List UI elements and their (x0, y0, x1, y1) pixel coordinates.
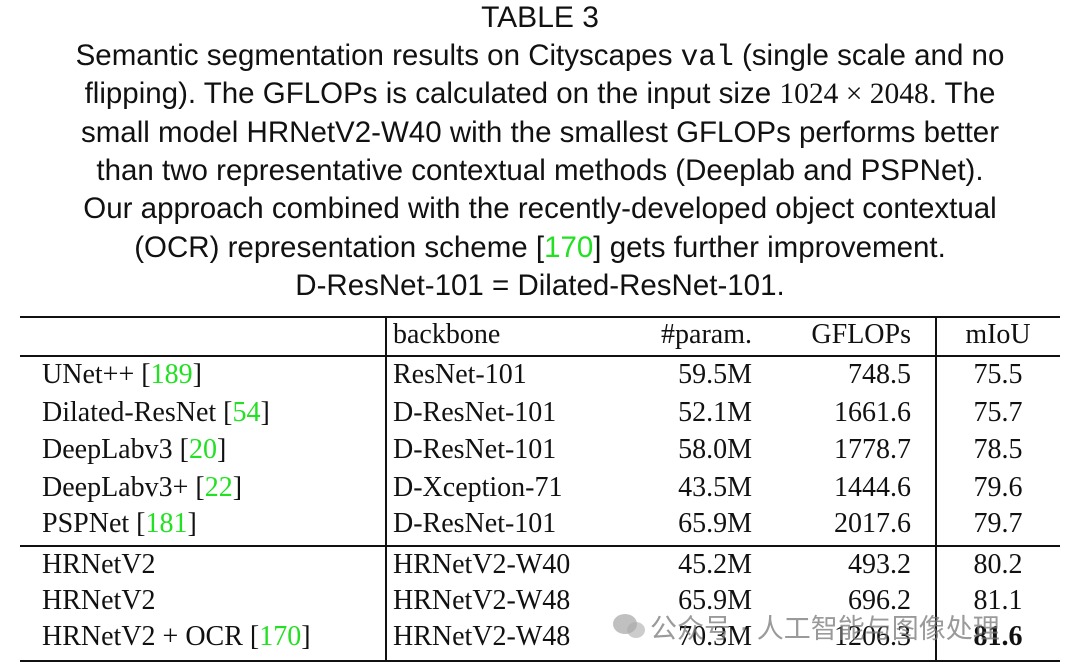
method-cell: HRNetV2 (42, 547, 156, 583)
caption-line: D-ResNet-101 = Dilated-ResNet-101. (0, 267, 1080, 305)
gflops-cell: 493.2 (848, 549, 911, 580)
column-header: #param. (661, 319, 752, 350)
caption-text: Our approach combined with the recently-… (83, 192, 997, 226)
gflops-cell: 1206.3 (834, 621, 911, 652)
caption-line: than two representative contextual metho… (0, 152, 1080, 190)
params-cell: 52.1M (678, 396, 752, 428)
rule-header (20, 355, 1060, 357)
rule-group (20, 545, 1060, 547)
gflops-cell: 696.2 (848, 585, 911, 616)
caption-text: flipping). The GFLOPs is calculated on t… (84, 77, 780, 111)
caption-text: ] gets further improvement. (593, 230, 946, 264)
method-cell: PSPNet 181 (42, 506, 197, 542)
column-header: mIoU (965, 319, 1031, 350)
caption-text: 1024 × 2048 (779, 78, 929, 111)
caption-text: (OCR) representation scheme [ (134, 230, 545, 264)
gflops-cell: 1778.7 (834, 434, 911, 465)
backbone-cell: ResNet-101 (393, 359, 527, 390)
method-cell: UNet++ 189 (42, 357, 202, 393)
caption-line: flipping). The GFLOPs is calculated on t… (0, 75, 1080, 113)
backbone-cell: D-ResNet-101 (393, 434, 557, 465)
caption-text: small model HRNetV2-W40 with the smalles… (80, 115, 1000, 149)
method-name: UNet++ (42, 359, 135, 390)
citation: 189 (141, 359, 202, 390)
citation: 22 (195, 472, 242, 503)
params-cell: 58.0M (678, 434, 752, 465)
backbone-cell: D-ResNet-101 (393, 396, 557, 428)
rule-top (20, 316, 1060, 318)
vline-2 (935, 317, 937, 661)
method-name: HRNetV2 (42, 549, 156, 580)
caption-text: (single scale and no (733, 39, 1005, 72)
column-header: GFLOPs (811, 319, 911, 350)
method-name: HRNetV2 + OCR (42, 621, 243, 652)
miou-cell: 81.1 (973, 585, 1023, 616)
params-cell: 65.9M (678, 585, 752, 616)
miou-cell: 79.6 (973, 472, 1023, 503)
method-name: HRNetV2 (42, 585, 156, 616)
method-cell: HRNetV2 + OCR 170 (42, 619, 311, 655)
method-name: PSPNet (42, 508, 130, 539)
method-cell: DeepLabv3+ 22 (42, 470, 242, 506)
column-header: backbone (393, 319, 501, 350)
caption-line: small model HRNetV2-W40 with the smalles… (0, 114, 1080, 152)
miou-cell: 75.5 (973, 359, 1023, 390)
caption-text: D-ResNet-101 = Dilated-ResNet-101. (295, 268, 785, 302)
caption-text: Semantic segmentation results on Citysca… (75, 39, 681, 72)
backbone-cell: HRNetV2-W48 (393, 585, 571, 616)
caption-text: val (680, 40, 734, 74)
table-title: TABLE 3 (481, 1, 599, 34)
method-name: DeepLabv3 (42, 434, 173, 465)
miou-cell: 81.6 (973, 621, 1023, 652)
method-name: Dilated-ResNet (42, 396, 217, 428)
gflops-cell: 748.5 (848, 359, 911, 390)
miou-cell: 75.7 (973, 396, 1023, 428)
caption-line: (OCR) representation scheme [170] gets f… (0, 229, 1080, 267)
gflops-cell: 1444.6 (834, 472, 911, 503)
rule-bottom (20, 660, 1060, 662)
citation: 170 (250, 621, 311, 652)
params-cell: 70.3M (678, 621, 752, 652)
caption-line: Our approach combined with the recently-… (0, 190, 1080, 228)
method-cell: HRNetV2 (42, 583, 156, 619)
backbone-cell: HRNetV2-W48 (393, 621, 571, 652)
citation: 181 (136, 508, 197, 539)
miou-cell: 80.2 (973, 549, 1023, 580)
gflops-cell: 2017.6 (834, 508, 911, 539)
backbone-cell: HRNetV2-W40 (393, 549, 571, 580)
caption-line: Semantic segmentation results on Citysca… (0, 37, 1080, 76)
params-cell: 43.5M (678, 472, 752, 503)
caption-text: than two representative contextual metho… (96, 153, 984, 187)
caption-text: . The (928, 77, 996, 111)
params-cell: 59.5M (678, 359, 752, 390)
method-cell: Dilated-ResNet 54 (42, 395, 270, 431)
params-cell: 65.9M (678, 508, 752, 539)
miou-cell: 78.5 (973, 434, 1023, 465)
watermark: 公众号 · 人工智能与图像处理 (650, 614, 1000, 645)
gflops-cell: 1661.6 (834, 396, 911, 428)
citation: 20 (180, 434, 227, 465)
method-name: DeepLabv3+ (42, 472, 189, 503)
vline-1 (385, 317, 387, 661)
method-cell: DeepLabv3 20 (42, 432, 226, 468)
caption-text: 170 (544, 230, 594, 264)
watermark-icon (613, 614, 645, 638)
backbone-cell: D-Xception-71 (393, 472, 563, 503)
params-cell: 45.2M (678, 549, 752, 580)
miou-cell: 79.7 (973, 508, 1023, 539)
citation: 54 (223, 397, 270, 428)
backbone-cell: D-ResNet-101 (393, 508, 557, 539)
